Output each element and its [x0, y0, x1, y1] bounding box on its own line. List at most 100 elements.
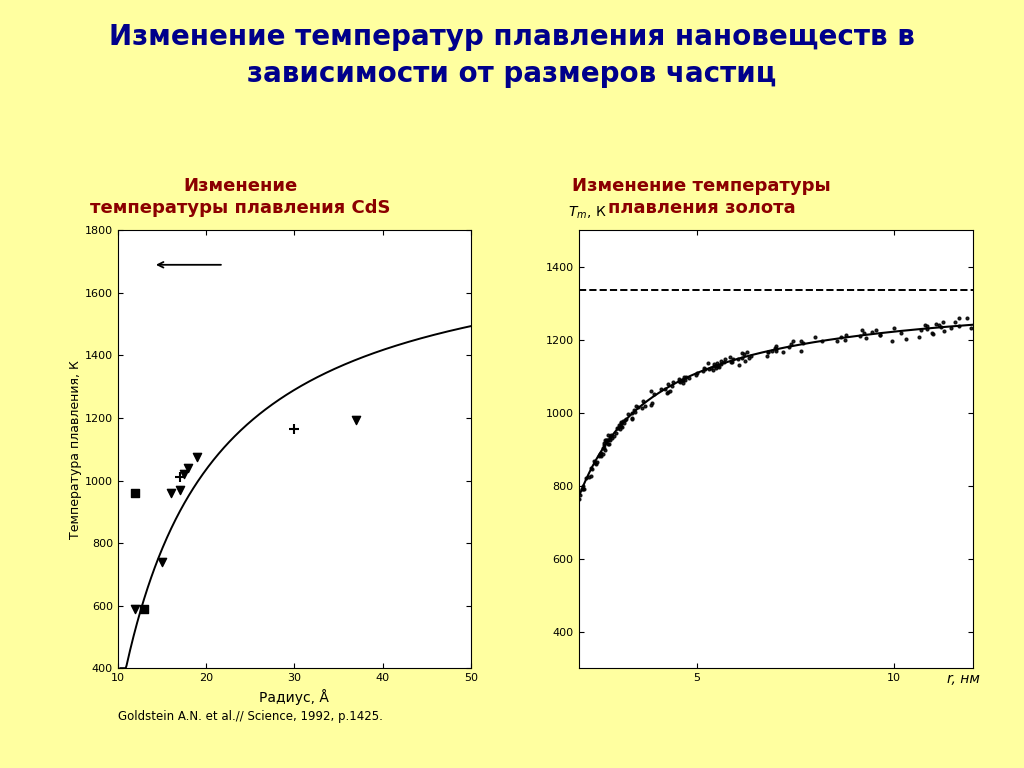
- Point: [595, 442, 611, 455]
- Point: [916, 319, 933, 332]
- Point: [612, 419, 629, 432]
- Point: [611, 423, 628, 435]
- Point: [616, 414, 633, 426]
- Point: [782, 338, 799, 350]
- Point: [571, 488, 588, 501]
- Point: [838, 329, 854, 341]
- Point: [768, 345, 784, 357]
- Point: [579, 472, 595, 485]
- Point: [696, 362, 713, 374]
- Point: [643, 386, 659, 398]
- Point: [620, 408, 636, 420]
- Text: Изменение температур плавления нановеществ в
зависимости от размеров частиц: Изменение температур плавления нановещес…: [110, 23, 914, 88]
- Point: [708, 359, 724, 372]
- Point: [583, 462, 599, 474]
- Point: [656, 382, 673, 395]
- Point: [951, 319, 968, 332]
- Point: [700, 356, 717, 369]
- Point: [589, 455, 605, 468]
- Text: $T_m$, К: $T_m$, К: [568, 205, 607, 221]
- Point: [920, 323, 936, 335]
- Point: [884, 335, 900, 347]
- Point: [581, 471, 597, 483]
- Point: [674, 374, 690, 386]
- Point: [716, 356, 732, 368]
- Point: [593, 450, 609, 462]
- Point: [626, 404, 642, 416]
- Point: [677, 373, 693, 386]
- Point: [636, 399, 652, 412]
- Point: [171, 472, 187, 484]
- Point: [702, 362, 719, 375]
- Point: [807, 330, 823, 343]
- Point: [931, 319, 947, 332]
- Point: [681, 372, 697, 385]
- Point: [871, 329, 888, 342]
- Point: [613, 415, 630, 428]
- X-axis label: Радиус, Å: Радиус, Å: [259, 689, 330, 704]
- Point: [785, 335, 802, 347]
- Point: [659, 386, 676, 398]
- Point: [592, 448, 608, 460]
- Point: [710, 359, 726, 372]
- Point: [730, 359, 746, 372]
- Point: [764, 345, 780, 357]
- Point: [709, 357, 725, 369]
- Point: [867, 324, 884, 336]
- Point: [574, 483, 591, 495]
- Point: [598, 436, 614, 449]
- Point: [570, 493, 587, 505]
- Point: [127, 487, 143, 499]
- Point: [837, 333, 853, 346]
- Point: [913, 324, 930, 336]
- Point: [943, 322, 959, 334]
- Point: [635, 395, 651, 407]
- Point: [601, 438, 617, 450]
- Point: [947, 316, 964, 328]
- Text: Изменение
температуры плавления CdS: Изменение температуры плавления CdS: [90, 177, 391, 217]
- Point: [733, 347, 750, 359]
- Point: [741, 352, 758, 364]
- Point: [672, 376, 688, 389]
- Point: [872, 329, 889, 341]
- Point: [963, 321, 979, 333]
- Point: [180, 462, 197, 474]
- Point: [587, 455, 603, 467]
- Point: [136, 603, 153, 615]
- Point: [814, 335, 830, 347]
- Point: [601, 429, 617, 442]
- Point: [627, 406, 643, 418]
- Point: [642, 399, 658, 411]
- Point: [768, 343, 784, 356]
- Point: [348, 413, 365, 425]
- Point: [574, 480, 591, 492]
- Point: [925, 327, 941, 339]
- Point: [189, 451, 206, 463]
- Point: [713, 355, 729, 367]
- Point: [599, 434, 615, 446]
- Point: [856, 327, 872, 339]
- Point: [583, 469, 599, 482]
- Point: [127, 603, 143, 615]
- Point: [671, 372, 687, 385]
- Point: [595, 442, 611, 454]
- Point: [688, 369, 705, 382]
- Point: [768, 339, 784, 352]
- Point: [604, 432, 621, 445]
- Point: [587, 457, 603, 469]
- Point: [659, 378, 676, 390]
- Point: [706, 360, 722, 372]
- Point: [696, 363, 713, 376]
- Point: [795, 336, 811, 349]
- Point: [591, 449, 607, 462]
- Point: [793, 336, 809, 348]
- Point: [630, 401, 646, 413]
- Point: [760, 346, 776, 358]
- Point: [722, 351, 738, 363]
- Point: [854, 323, 870, 336]
- Point: [593, 447, 609, 459]
- Point: [958, 312, 975, 324]
- Point: [775, 346, 792, 358]
- Point: [705, 364, 721, 376]
- Point: [659, 387, 676, 399]
